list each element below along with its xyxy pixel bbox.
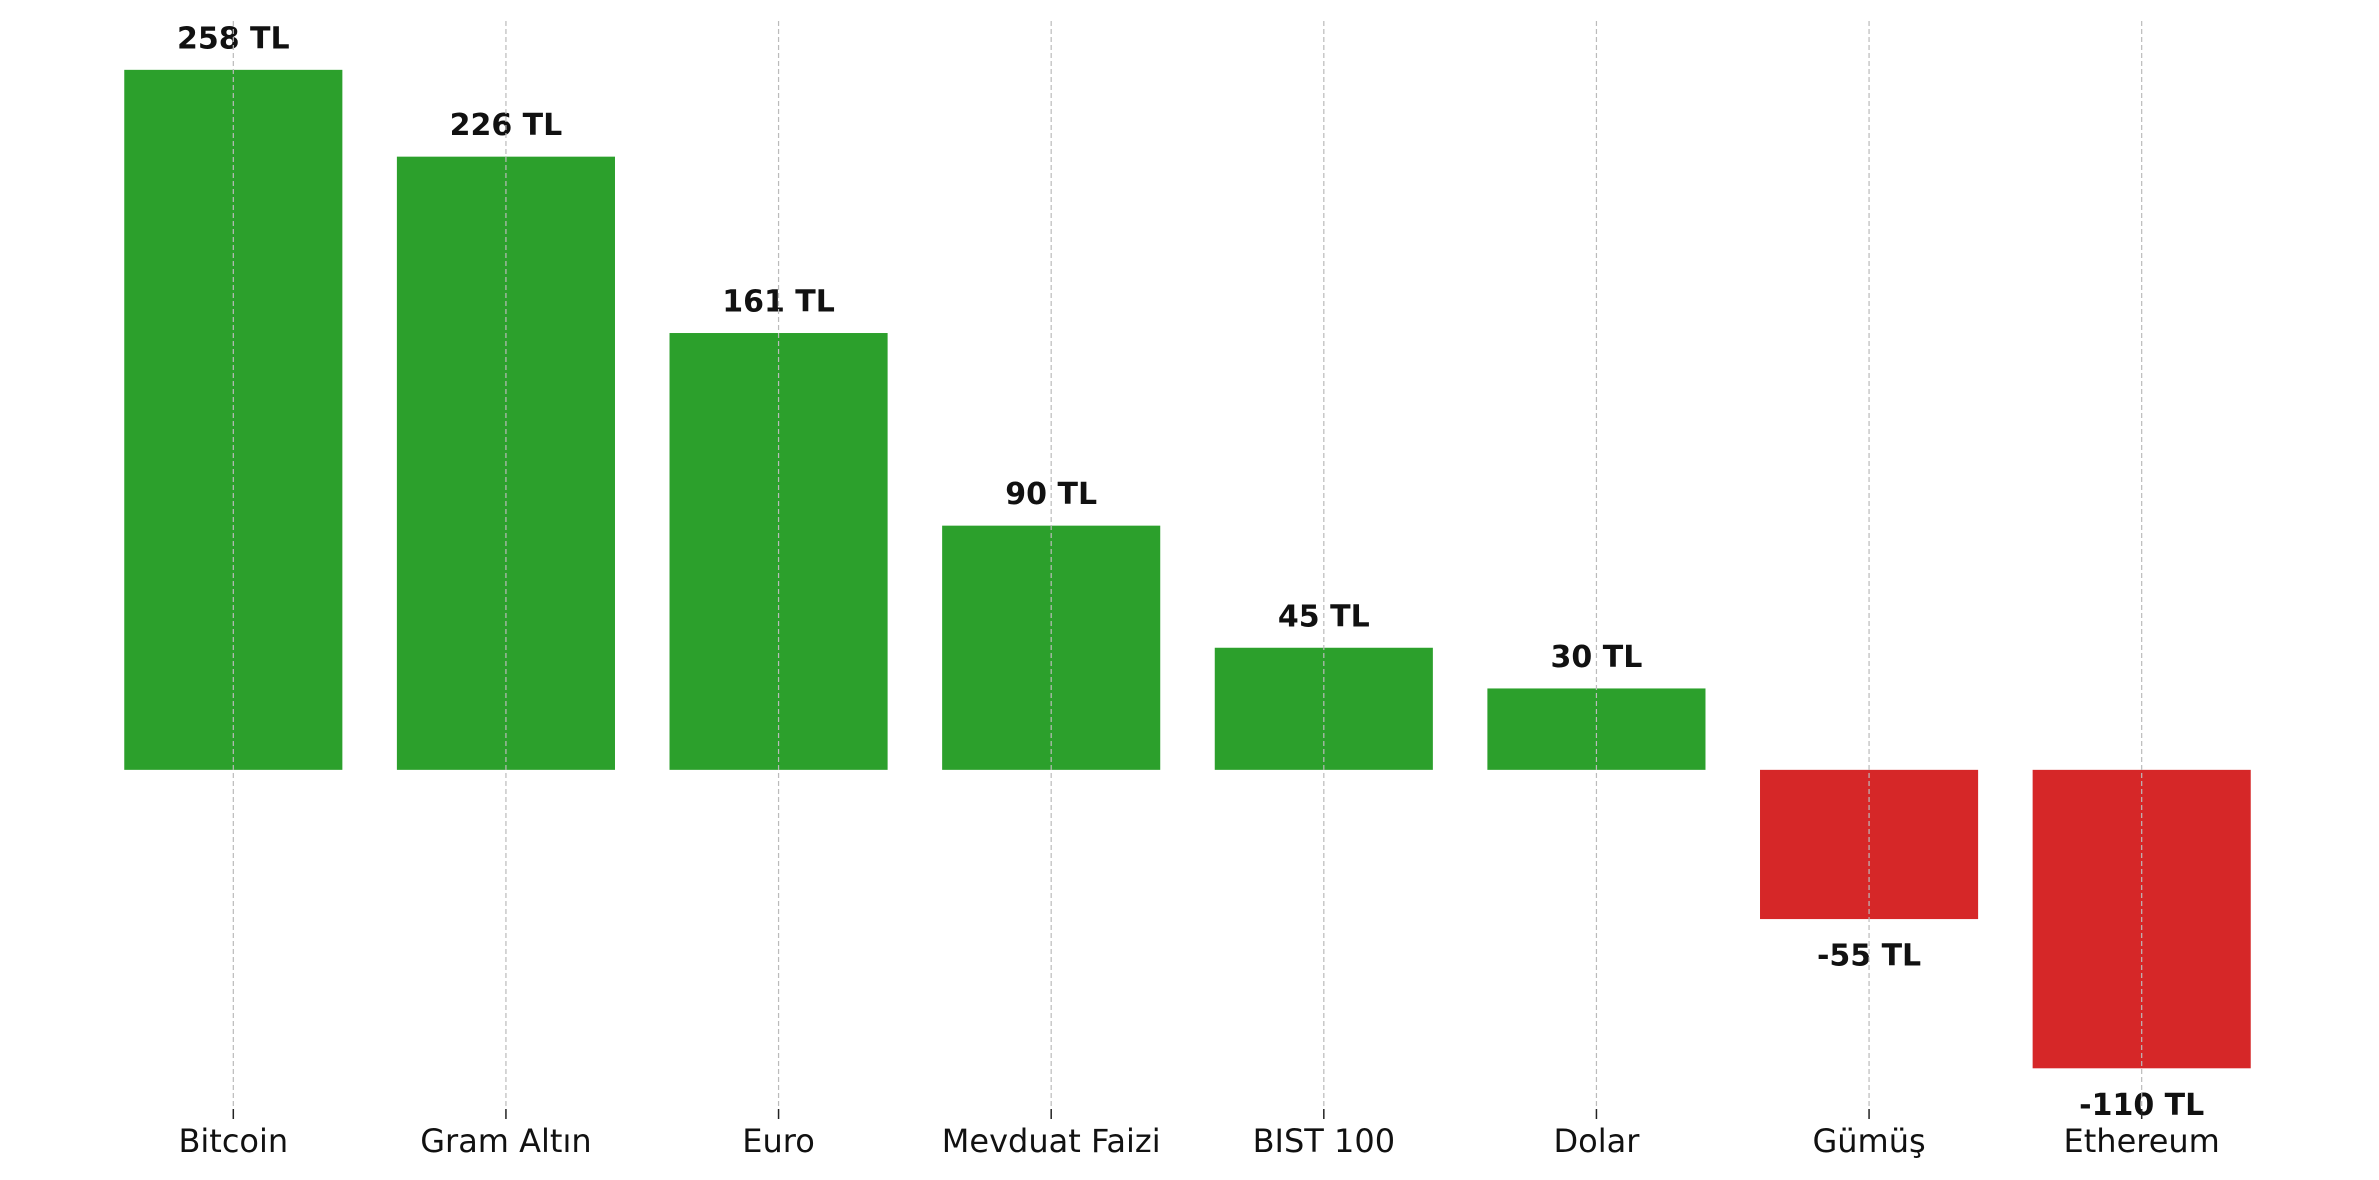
x-tick-label: Mevduat Faizi xyxy=(942,1122,1161,1160)
x-tick-label: Euro xyxy=(742,1122,815,1160)
x-tick-label: BIST 100 xyxy=(1253,1122,1396,1160)
x-tick-label: Dolar xyxy=(1554,1122,1641,1160)
x-tick-label: Gram Altın xyxy=(420,1122,591,1160)
x-tick-label: Gümüş xyxy=(1812,1122,1925,1160)
x-tick-label: Ethereum xyxy=(2064,1122,2220,1160)
x-tick-label: Bitcoin xyxy=(178,1122,288,1160)
